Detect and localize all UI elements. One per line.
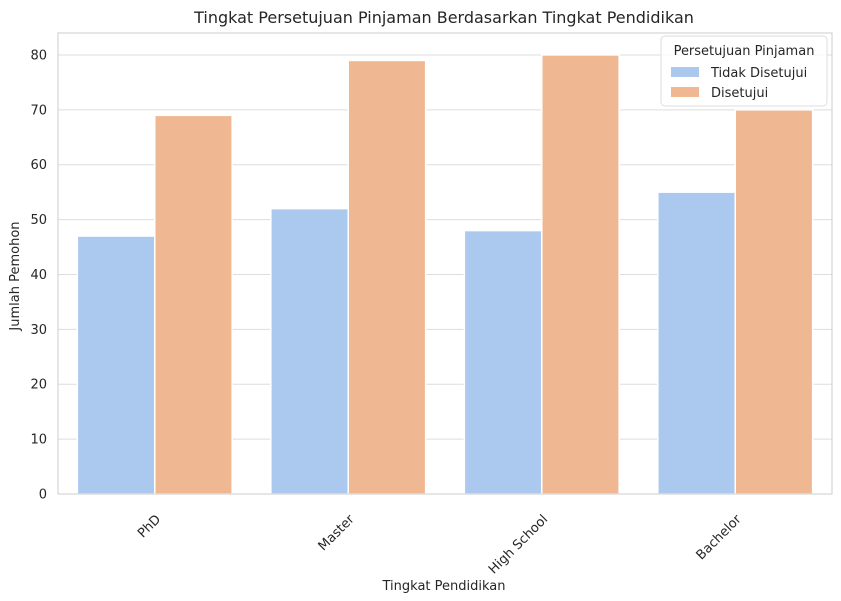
bar-tidak-disetujui-master [270, 207, 350, 495]
bar-tidak-disetujui-phd [76, 235, 156, 495]
bar-disetujui-phd [154, 114, 233, 495]
y-tick-label: 0 [39, 488, 47, 503]
chart-title: Tingkat Persetujuan Pinjaman Berdasarkan… [193, 8, 694, 27]
bar-disetujui-high-school [541, 54, 620, 495]
bar-disetujui-bachelor [734, 109, 814, 495]
legend-label: Tidak Disetujui [710, 66, 807, 81]
bar-tidak-disetujui-bachelor [657, 191, 736, 495]
y-tick-label: 30 [30, 323, 47, 338]
legend-label: Disetujui [711, 86, 768, 101]
x-axis-title: Tingkat Pendidikan [382, 579, 506, 594]
y-tick-label: 50 [30, 213, 47, 228]
legend-swatch [671, 67, 699, 77]
y-tick-label: 10 [30, 433, 47, 448]
y-tick-label: 80 [30, 48, 47, 63]
plot-frame [57, 32, 833, 495]
legend: Persetujuan Pinjaman Tidak Disetujui Diset… [660, 35, 828, 107]
legend-swatch [671, 87, 699, 97]
y-tick-label: 20 [30, 378, 47, 393]
legend-box [660, 35, 828, 107]
bar-disetujui-master [347, 59, 427, 495]
y-tick-label: 70 [30, 103, 47, 118]
y-axis-title: Jumlah Pemohon [8, 221, 23, 331]
legend-title: Persetujuan Pinjaman [674, 44, 815, 59]
y-tick-label: 60 [30, 158, 47, 173]
bar-tidak-disetujui-high-school [463, 229, 543, 495]
y-tick-label: 40 [30, 268, 47, 283]
